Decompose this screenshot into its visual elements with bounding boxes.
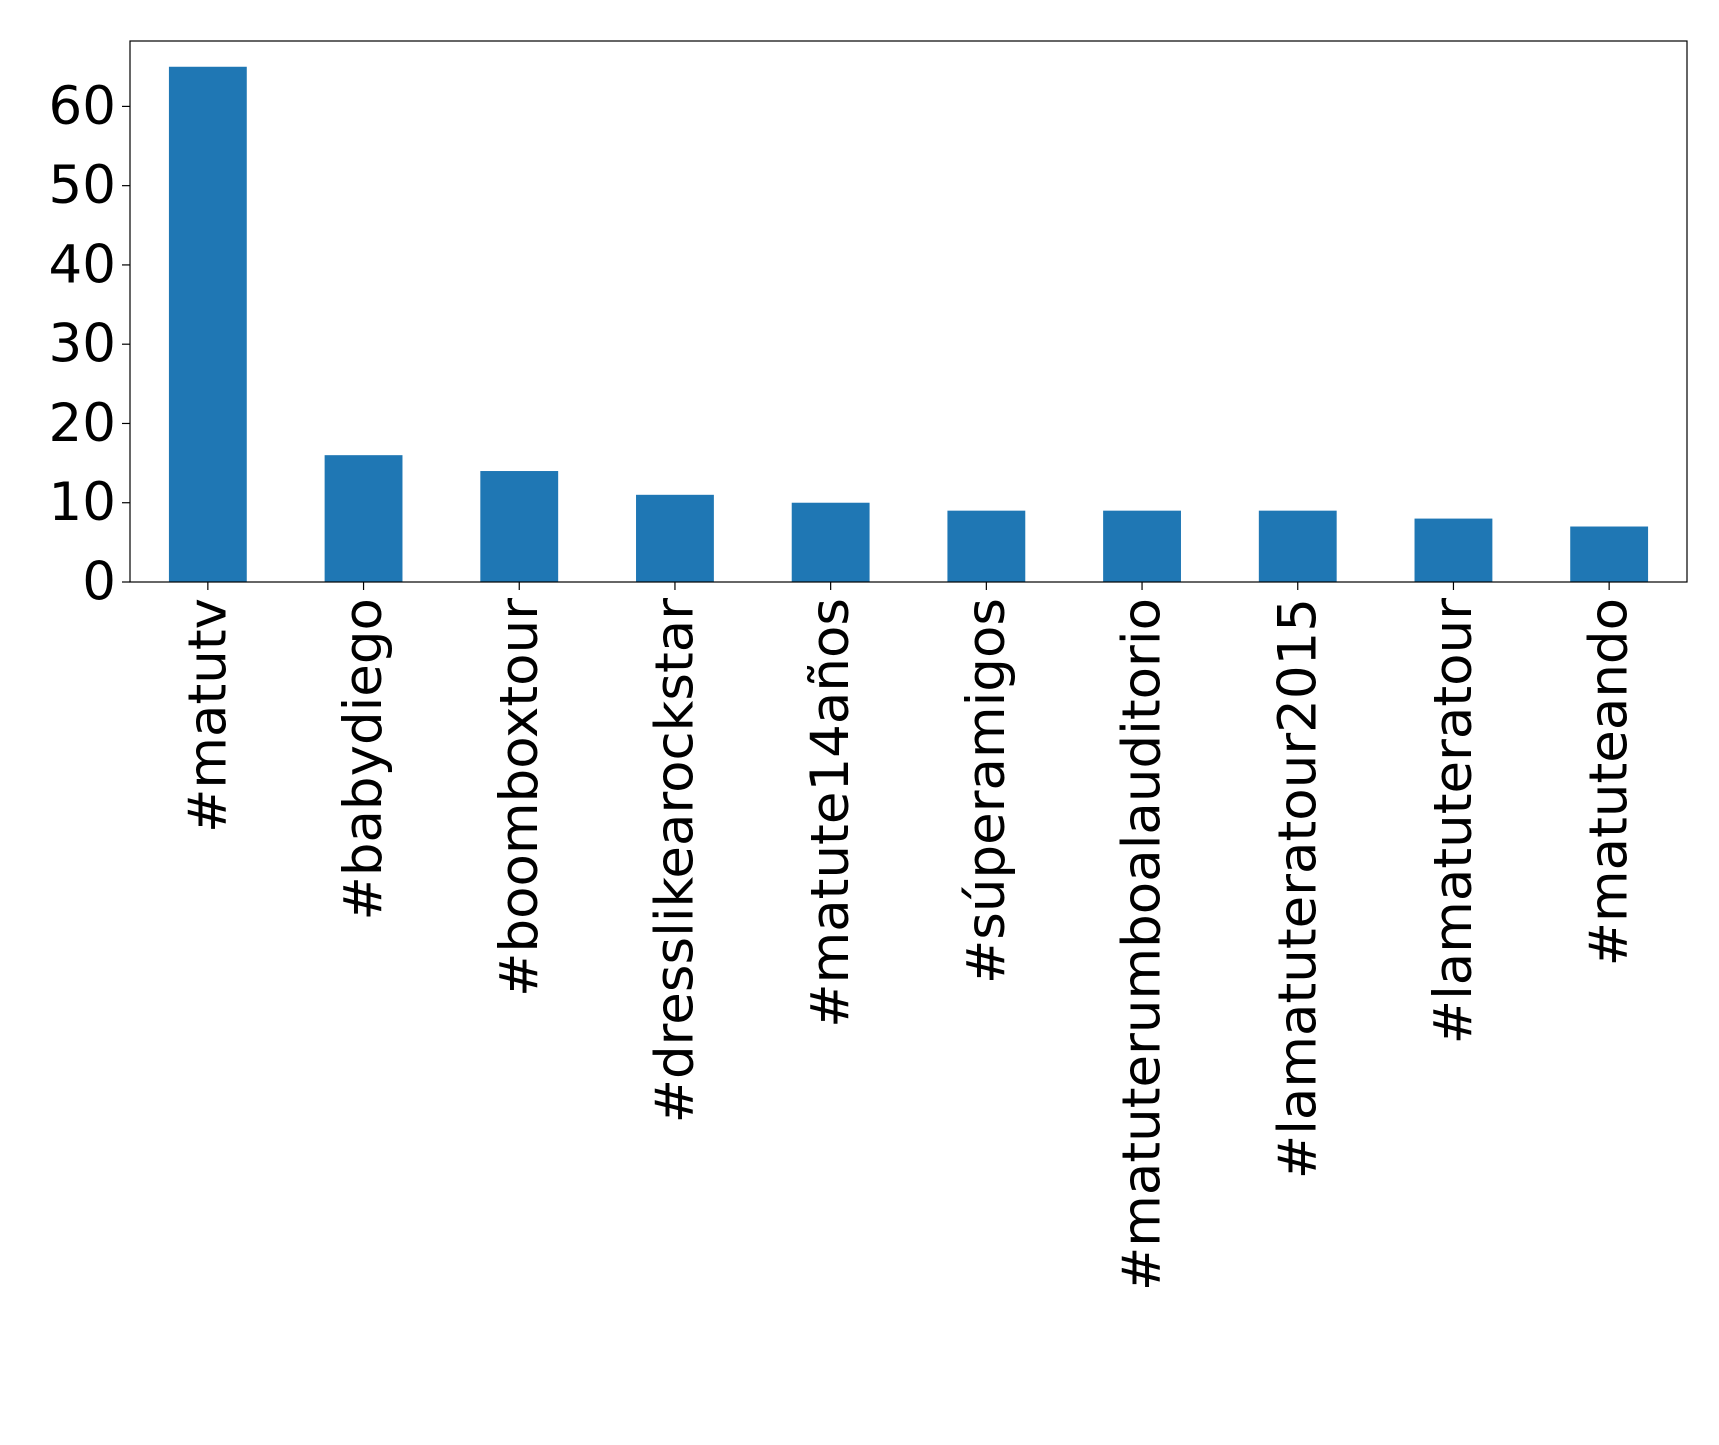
x-tick-label: #babydiego — [333, 598, 394, 921]
y-tick-label: 10 — [49, 472, 116, 533]
bar — [791, 502, 870, 582]
plot-frame — [129, 40, 1688, 583]
y-tick-label: 20 — [49, 393, 116, 454]
y-tick-label: 40 — [49, 234, 116, 295]
bar — [947, 510, 1026, 582]
bar — [1258, 510, 1337, 582]
x-tick-label: #matute14años — [800, 598, 861, 1028]
bar — [636, 494, 714, 582]
x-tick-label: #boomboxtour — [489, 598, 550, 997]
bar — [324, 455, 403, 582]
y-tick-label: 0 — [82, 552, 116, 613]
y-tick-label: 30 — [49, 314, 116, 375]
bar — [1570, 526, 1649, 582]
bar — [168, 66, 247, 582]
x-tick-label: #lamatuteratour — [1423, 598, 1484, 1045]
x-tick-label: #lamatuteratour2015 — [1267, 598, 1328, 1179]
bar — [480, 471, 559, 582]
x-tick-label: #matuteando — [1579, 598, 1640, 966]
x-tick-label: #súperamigos — [956, 598, 1017, 984]
y-tick-label: 50 — [49, 155, 116, 216]
x-tick-label: #dresslikearockstar — [644, 598, 705, 1124]
x-tick-label: #matuterumboalauditorio — [1112, 598, 1173, 1291]
y-tick-label: 60 — [49, 76, 116, 137]
x-tick-label: #matutv — [177, 598, 238, 833]
bar — [1414, 518, 1493, 582]
bar — [1103, 510, 1181, 582]
